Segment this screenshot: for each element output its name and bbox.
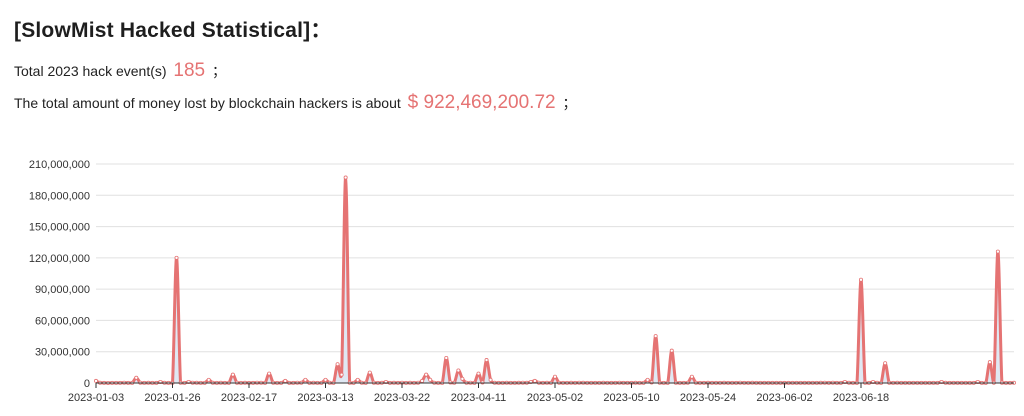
y-tick-label: 90,000,000 — [35, 284, 90, 296]
data-point[interactable] — [206, 377, 211, 382]
data-point[interactable] — [689, 374, 694, 379]
x-tick-label: 2023-03-22 — [374, 392, 430, 404]
hack-events-line: Total 2023 hack event(s) 185 ； — [14, 60, 226, 82]
data-point[interactable] — [230, 372, 235, 377]
chart-axes — [95, 382, 1014, 388]
data-point[interactable] — [476, 371, 481, 376]
y-tick-label: 180,000,000 — [29, 190, 90, 202]
chart-area-layer — [94, 175, 1017, 385]
data-point[interactable] — [323, 377, 328, 382]
hack-events-label: Total 2023 hack event(s) — [14, 63, 167, 79]
money-lost-suffix: ； — [562, 95, 577, 111]
data-point[interactable] — [174, 255, 179, 260]
data-point[interactable] — [456, 368, 461, 373]
data-point[interactable] — [424, 372, 429, 377]
data-point[interactable] — [653, 334, 658, 339]
hack-events-count: 185 — [173, 60, 206, 81]
data-point[interactable] — [428, 377, 433, 382]
data-point[interactable] — [859, 277, 864, 282]
data-point[interactable] — [367, 370, 372, 375]
data-point[interactable] — [355, 377, 360, 382]
money-lost-label: The total amount of money lost by blockc… — [14, 95, 401, 111]
data-point[interactable] — [645, 377, 650, 382]
x-tick-label: 2023-01-26 — [144, 392, 200, 404]
data-point[interactable] — [649, 380, 654, 385]
data-point[interactable] — [484, 358, 489, 363]
y-tick-label: 120,000,000 — [29, 253, 90, 265]
y-tick-label: 60,000,000 — [35, 315, 90, 327]
hack-events-suffix: ； — [212, 63, 227, 79]
x-tick-label: 2023-05-10 — [603, 392, 659, 404]
data-point[interactable] — [987, 360, 992, 365]
data-point[interactable] — [995, 249, 1000, 254]
series-points — [94, 175, 1017, 385]
data-point[interactable] — [335, 362, 340, 367]
x-tick-label: 2023-06-02 — [756, 392, 812, 404]
data-point[interactable] — [460, 376, 465, 381]
data-point[interactable] — [134, 375, 139, 380]
chart-tick-labels: 0 30,000,000 60,000,000 90,000,000 120,000,0… — [29, 159, 889, 404]
data-point[interactable] — [669, 348, 674, 353]
x-tick-label: 2023-04-11 — [451, 392, 506, 404]
data-point[interactable] — [420, 378, 425, 383]
data-point[interactable] — [444, 355, 449, 360]
x-tick-label: 2023-02-17 — [221, 392, 277, 404]
data-point[interactable] — [94, 378, 99, 383]
y-tick-label: 150,000,000 — [29, 222, 90, 234]
money-lost-line: The total amount of money lost by blockc… — [14, 92, 576, 114]
y-tick-label: 210,000,000 — [29, 159, 90, 171]
data-point[interactable] — [480, 380, 485, 385]
data-point[interactable] — [267, 371, 272, 376]
data-point[interactable] — [303, 377, 308, 382]
x-tick-label: 2023-05-02 — [527, 392, 583, 404]
data-point[interactable] — [448, 380, 453, 385]
data-point[interactable] — [283, 378, 288, 383]
data-point[interactable] — [883, 361, 888, 366]
x-tick-label: 2023-01-03 — [68, 392, 124, 404]
data-point[interactable] — [343, 175, 348, 180]
hack-loss-chart: 0 30,000,000 60,000,000 90,000,000 120,000,0… — [29, 159, 1017, 404]
data-point[interactable] — [339, 372, 344, 377]
chart-grid — [96, 163, 1014, 353]
money-lost-amount: $ 922,469,200.72 — [407, 92, 556, 113]
page-title: [SlowMist Hacked Statistical]： — [14, 19, 332, 42]
y-tick-label: 30,000,000 — [35, 347, 90, 359]
x-tick-label: 2023-03-13 — [297, 392, 353, 404]
y-tick-label: 0 — [84, 378, 90, 390]
x-tick-label: 2023-06-18 — [833, 392, 889, 404]
x-tick-label: 2023-05-24 — [680, 392, 736, 404]
data-point[interactable] — [553, 374, 558, 379]
data-point[interactable] — [532, 378, 537, 383]
data-point[interactable] — [488, 377, 493, 382]
